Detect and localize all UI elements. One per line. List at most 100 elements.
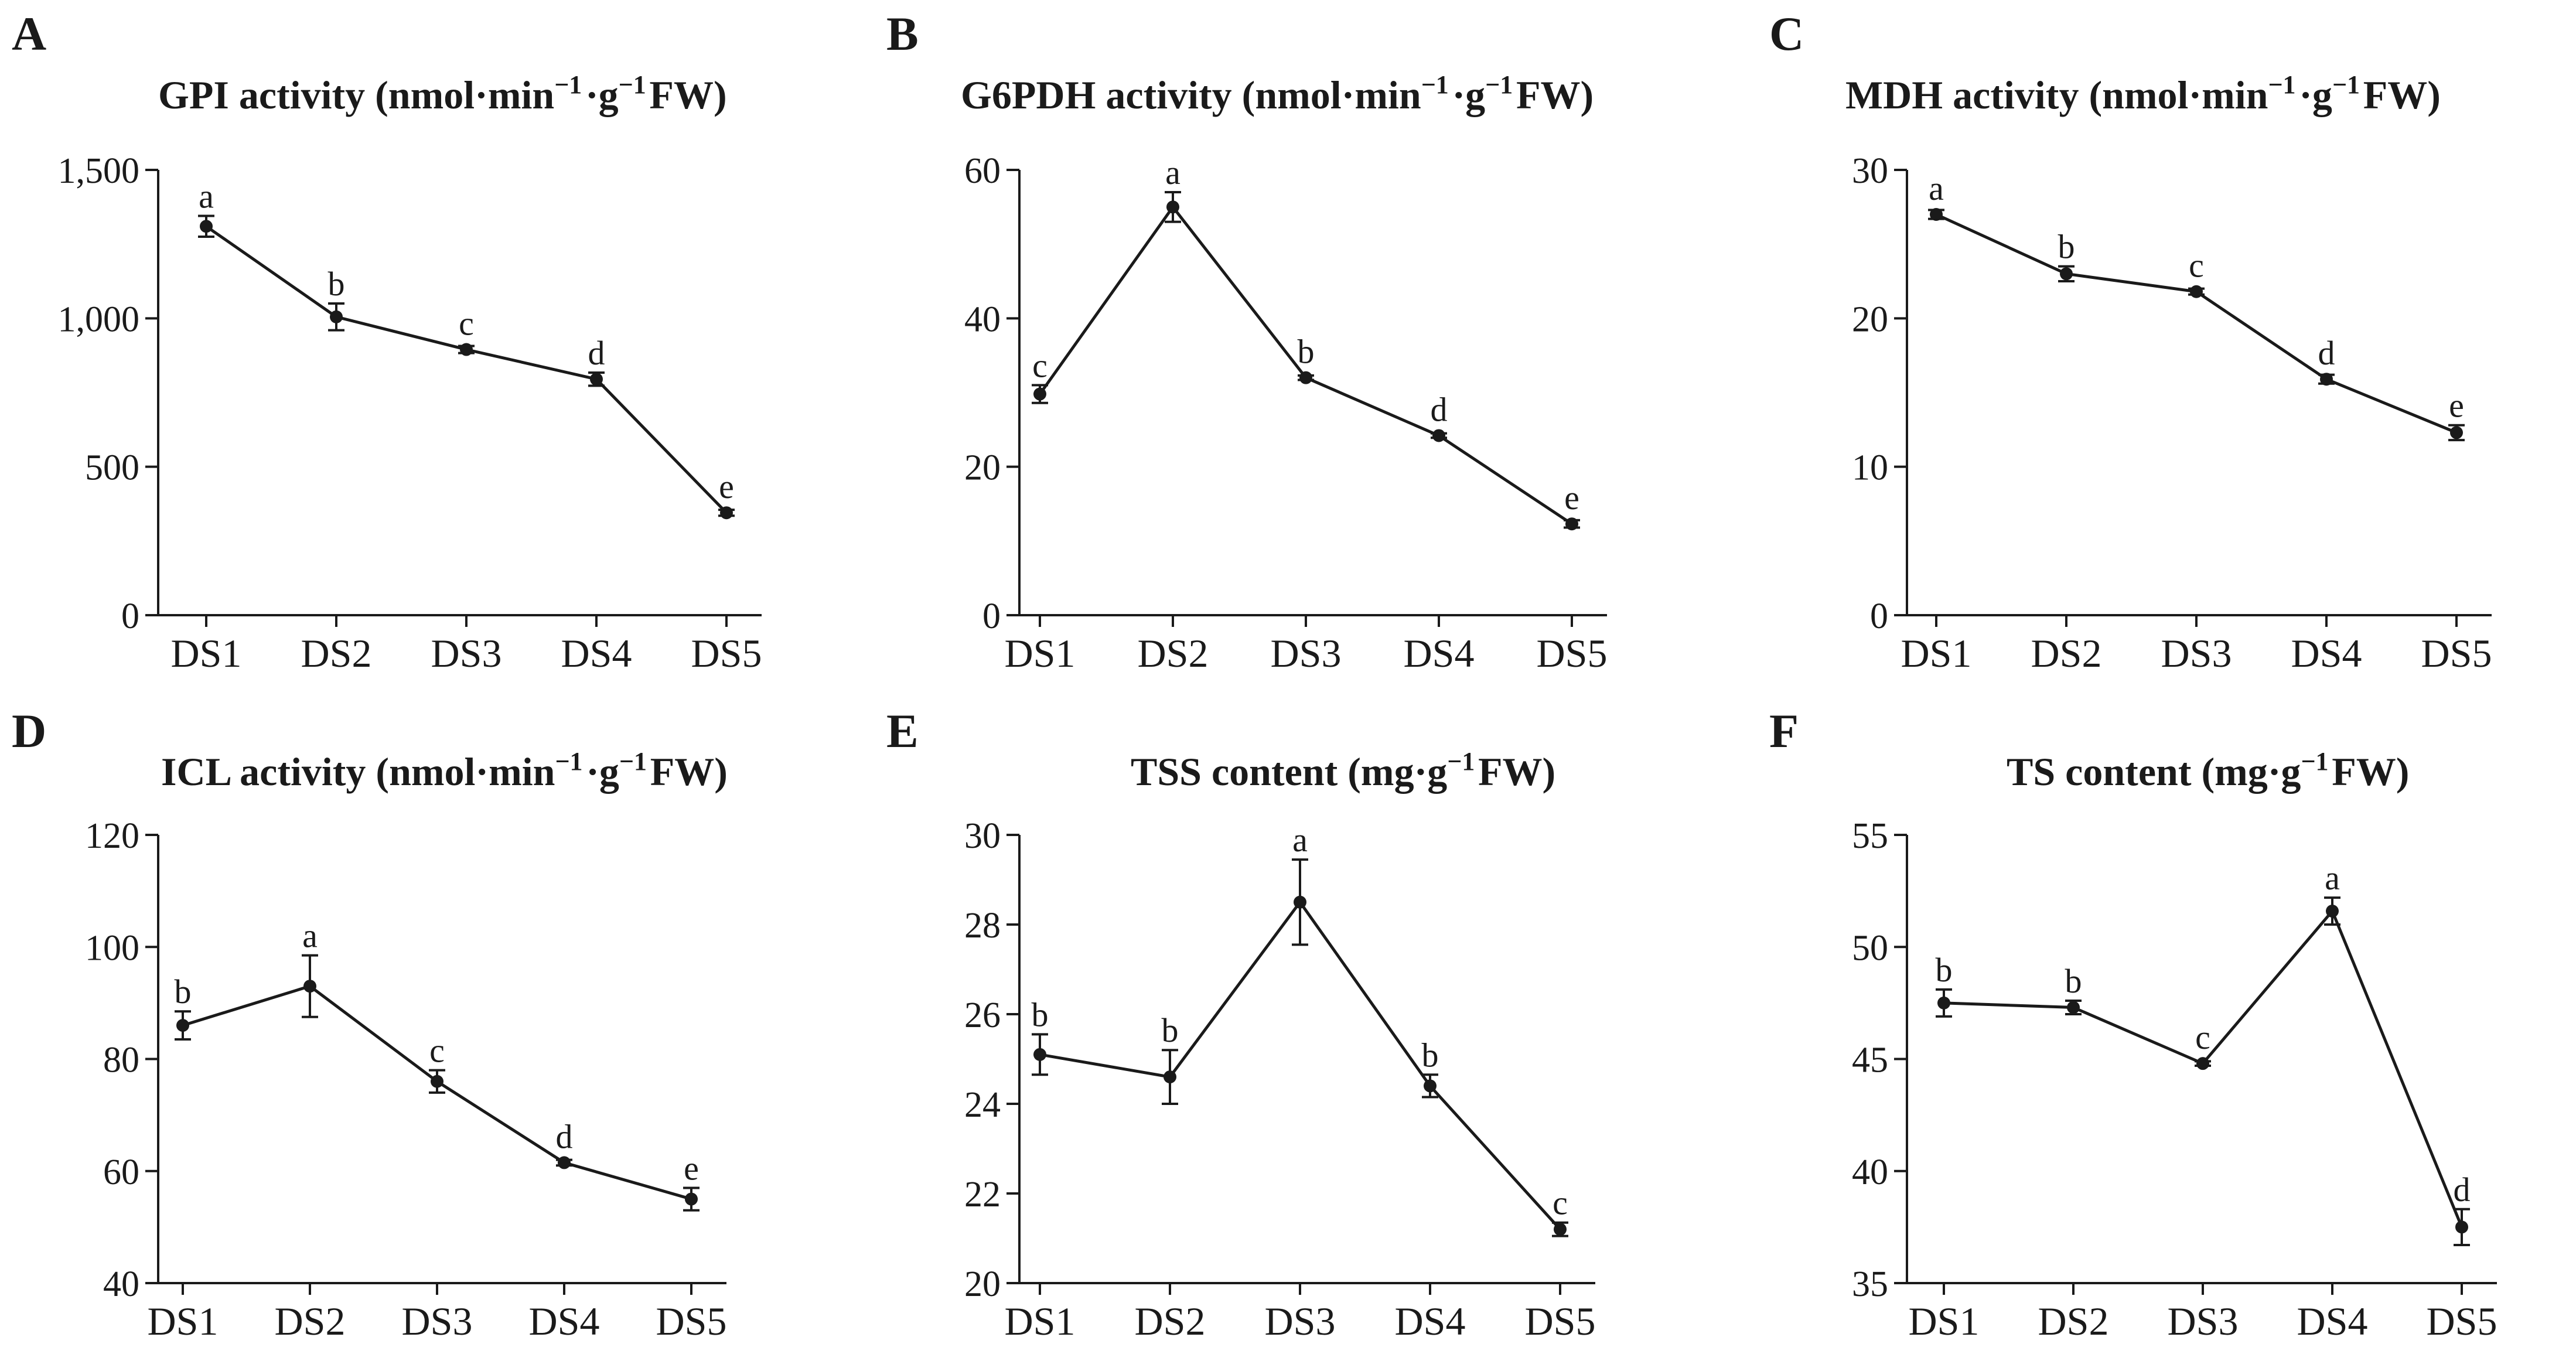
y-tick-label: 60 [103, 1152, 139, 1192]
x-tick-label: DS1 [1901, 631, 1972, 676]
y-tick-label: 20 [1852, 299, 1888, 339]
significance-label: b [328, 265, 345, 303]
x-tick-label: DS1 [171, 631, 242, 676]
significance-label: a [1929, 169, 1944, 207]
y-tick-label: 80 [103, 1041, 139, 1080]
data-point [200, 220, 213, 233]
panel-letter: C [1769, 7, 1804, 60]
y-tick-label: 1,500 [58, 151, 140, 191]
significance-label: a [1165, 154, 1180, 192]
y-tick-label: 55 [1852, 816, 1888, 856]
data-point [590, 373, 603, 386]
x-tick-label: DS5 [1537, 631, 1608, 676]
panel-b: B G6PDH activity (nmol·min−1 ·g−1 FW) 0 20 4… [886, 7, 1607, 676]
y-tick-label: 28 [964, 906, 1001, 946]
y-tick-label: 10 [1852, 448, 1888, 488]
significance-label: b [1298, 333, 1315, 371]
y-tick-label: 30 [964, 816, 1001, 856]
x-tick-label: DS5 [2427, 1299, 2497, 1343]
significance-label: b [1162, 1011, 1179, 1049]
x-tick-label: DS5 [1525, 1299, 1596, 1343]
x-tick-label: DS5 [2421, 631, 2492, 676]
x-tick-label: DS1 [148, 1299, 219, 1343]
x-tick-label: DS3 [1271, 631, 1342, 676]
data-point [2067, 1001, 2080, 1014]
data-point [1937, 996, 1950, 1009]
x-tick-label: DS3 [1265, 1299, 1336, 1343]
significance-label: e [1564, 479, 1579, 517]
panel-title: TS content (mg·g−1 FW) [2007, 747, 2409, 794]
series-line [205, 225, 728, 514]
data-point [2455, 1220, 2468, 1234]
y-tick-label: 120 [85, 816, 139, 856]
panel-title: ICL activity (nmol·min−1 ·g−1 FW) [161, 747, 728, 794]
significance-label: b [2065, 962, 2082, 1000]
y-tick-label: 40 [964, 299, 1001, 339]
panel-a: A GPI activity (nmol·min−1 ·g−1 FW) 0 500 1,… [12, 7, 762, 676]
significance-label: b [1422, 1036, 1439, 1074]
data-point [176, 1019, 189, 1032]
data-point [1424, 1079, 1437, 1093]
significance-label: e [719, 468, 734, 506]
x-tick-label: DS5 [691, 631, 762, 676]
data-point [2190, 285, 2203, 298]
x-tick-label: DS4 [1395, 1299, 1466, 1343]
significance-label: d [1431, 390, 1448, 428]
panel-letter: A [12, 7, 46, 60]
panel-c: C MDH activity (nmol·min−1 ·g−1 FW) 0 10 20 3… [1769, 7, 2492, 676]
data-point [2326, 905, 2339, 918]
significance-label: d [588, 334, 605, 372]
y-tick-label: 0 [121, 596, 139, 636]
panel-letter: B [886, 7, 919, 60]
significance-label: d [2318, 334, 2335, 372]
x-tick-label: DS2 [275, 1299, 346, 1343]
panel-title: G6PDH activity (nmol·min−1 ·g−1 FW) [961, 70, 1594, 117]
significance-label: c [429, 1032, 445, 1070]
data-point [720, 506, 733, 520]
y-tick-label: 500 [85, 448, 139, 488]
x-tick-label: DS1 [1005, 1299, 1076, 1343]
data-point [2320, 373, 2333, 386]
significance-label: a [199, 178, 214, 216]
y-tick-label: 60 [964, 151, 1001, 191]
y-tick-label: 40 [103, 1264, 139, 1304]
significance-label: c [1032, 346, 1048, 384]
significance-label: b [2058, 228, 2075, 266]
y-tick-label: 0 [1870, 596, 1888, 636]
x-tick-label: DS4 [561, 631, 632, 676]
y-tick-label: 22 [964, 1175, 1001, 1215]
y-tick-label: 40 [1852, 1152, 1888, 1192]
significance-label: b [1032, 995, 1049, 1034]
panel-title: MDH activity (nmol·min−1 ·g−1 FW) [1845, 70, 2441, 117]
significance-label: a [1292, 821, 1308, 859]
panel-letter: E [886, 704, 919, 758]
data-point [1565, 517, 1578, 531]
y-tick-label: 45 [1852, 1041, 1888, 1080]
x-tick-label: DS2 [1138, 631, 1209, 676]
x-tick-label: DS3 [2168, 1299, 2239, 1343]
series-line [1039, 899, 1561, 1230]
panel-e: E TSS content (mg·g−1 FW) 20 22 24 26 28 30 DS1 D… [886, 704, 1595, 1343]
x-tick-label: DS4 [529, 1299, 600, 1343]
significance-label: b [175, 973, 192, 1011]
data-point [1294, 895, 1306, 909]
x-tick-label: DS4 [2297, 1299, 2368, 1343]
y-tick-label: 0 [982, 596, 1001, 636]
x-tick-label: DS2 [1135, 1299, 1206, 1343]
x-tick-label: DS4 [2291, 631, 2362, 676]
x-tick-label: DS5 [656, 1299, 727, 1343]
data-point [1033, 387, 1046, 401]
data-point [1164, 1070, 1176, 1084]
x-tick-label: DS3 [431, 631, 502, 676]
x-tick-label: DS3 [2161, 631, 2232, 676]
significance-label: c [459, 305, 474, 343]
data-point [2450, 426, 2463, 439]
x-tick-label: DS3 [402, 1299, 473, 1343]
x-tick-label: DS2 [2031, 631, 2102, 676]
significance-label: e [2449, 387, 2464, 425]
y-tick-label: 20 [964, 1264, 1001, 1304]
data-point [558, 1156, 571, 1169]
data-point [1930, 208, 1943, 221]
